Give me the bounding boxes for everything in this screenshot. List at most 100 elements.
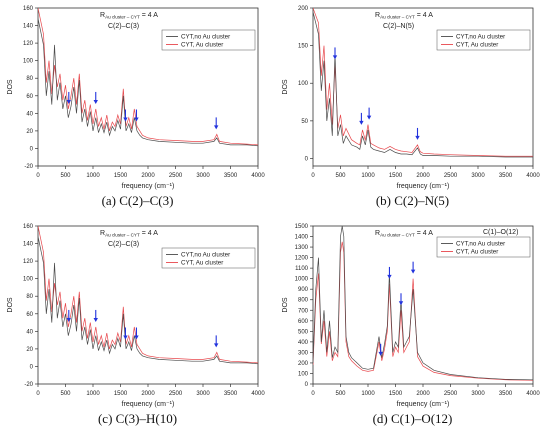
caption-c: (c) C(3)–H(10)	[97, 411, 178, 426]
series-line-no-au	[38, 18, 258, 147]
r-symbol: R	[375, 12, 380, 19]
x-axis-label: frequency (cm⁻¹)	[397, 401, 450, 408]
legend-label-au: CYT, Au cluster	[456, 42, 498, 49]
peak-arrow	[134, 327, 139, 340]
x-tick-label: 1500	[114, 173, 128, 179]
series-line-au	[313, 8, 533, 157]
y-tick-label: 1300	[295, 245, 309, 251]
r-subscript: Au cluster – CYT	[380, 233, 415, 238]
peak-arrow	[359, 112, 364, 125]
legend-label-no-au: CYT,no Au cluster	[456, 241, 505, 248]
y-tick-label: 100	[298, 81, 309, 87]
peak-arrow	[366, 107, 372, 120]
peak-arrow	[123, 109, 128, 122]
y-tick-label: 140	[23, 242, 34, 248]
legend-box	[161, 247, 256, 269]
x-tick-label: 500	[60, 173, 71, 179]
bond-label: C(2)–N(5)	[383, 23, 414, 30]
series-line-no-au	[313, 226, 533, 381]
y-tick-label: 140	[23, 24, 34, 30]
y-tick-label: 150	[298, 44, 309, 50]
x-tick-label: 3000	[196, 173, 210, 179]
legend-label-no-au: CYT,no Au cluster	[456, 34, 505, 41]
r-value: = 4 A	[140, 230, 158, 237]
x-tick-label: 3500	[224, 173, 238, 179]
r-value: = 4 A	[415, 230, 433, 237]
peak-arrow	[415, 127, 420, 140]
x-tick-label: 4000	[251, 391, 265, 397]
peak-arrow	[66, 309, 71, 322]
y-axis-label: DOS	[282, 79, 289, 95]
panel-c: 0 500 1000 1500 2000 2500 3000 3500 4000 -20 0 20 40…	[0, 218, 275, 436]
y-tick-label: 1000	[295, 277, 309, 283]
y-axis-label: DOS	[7, 297, 14, 313]
r-symbol: R	[100, 230, 105, 237]
y-tick-label: 20	[26, 347, 33, 353]
x-tick-label: 1500	[114, 391, 128, 397]
bond-label: C(1)–O(12)	[483, 229, 518, 236]
peak-arrow	[214, 335, 219, 348]
x-tick-label: 2000	[416, 391, 430, 397]
y-tick-label: 1400	[295, 235, 309, 241]
x-tick-label: 3000	[471, 391, 485, 397]
x-tick-label: 500	[60, 391, 71, 397]
x-tick-label: 0	[311, 173, 315, 179]
peak-arrow	[410, 261, 416, 274]
r-value: = 4 A	[140, 12, 158, 19]
y-tick-label: 1200	[295, 256, 309, 262]
x-tick-label: 3500	[499, 391, 513, 397]
x-tick-label: 3500	[224, 391, 238, 397]
y-tick-label: 600	[298, 319, 309, 325]
x-tick-label: 2000	[416, 173, 430, 179]
r-value: = 4 A	[415, 12, 433, 19]
chart-d: 0 500 1000 1500 2000 2500 3000 3500 4000 0 100 200 3…	[282, 224, 540, 408]
peak-arrow	[398, 293, 404, 306]
y-tick-label: 40	[26, 329, 33, 335]
peak-arrow	[332, 47, 338, 60]
peak-arrow	[134, 109, 139, 122]
x-tick-label: 2500	[169, 173, 183, 179]
y-tick-label: 60	[26, 312, 33, 318]
legend-label-no-au: CYT,no Au cluster	[181, 252, 230, 259]
y-tick-label: 50	[301, 119, 308, 125]
panel-b: 0 500 1000 1500 2000 2500 3000 3500 4000 0 50 100 15…	[275, 0, 550, 218]
series-line-no-au	[38, 236, 258, 365]
r-subscript: Au cluster – CYT	[105, 233, 140, 238]
y-tick-label: 300	[298, 350, 309, 356]
y-tick-label: 120	[23, 259, 34, 265]
x-tick-label: 1500	[389, 173, 403, 179]
legend-box	[161, 29, 256, 51]
x-tick-label: 500	[335, 391, 346, 397]
x-tick-label: 1000	[361, 173, 375, 179]
y-tick-label: -20	[24, 382, 33, 388]
x-tick-label: 3500	[499, 173, 513, 179]
caption-a: (a) C(2)–C(3)	[101, 193, 174, 208]
x-tick-label: 1500	[389, 391, 403, 397]
r-annotation: RAu cluster – CYT = 4 A	[375, 12, 433, 20]
bond-label: C(2)–C(3)	[108, 23, 139, 30]
y-tick-label: 900	[298, 287, 309, 293]
chart-b: 0 500 1000 1500 2000 2500 3000 3500 4000 0 50 100 15…	[282, 6, 540, 190]
r-subscript: Au cluster – CYT	[380, 15, 415, 20]
peak-arrow	[214, 117, 219, 130]
legend-box	[436, 236, 531, 258]
x-tick-label: 2000	[141, 173, 155, 179]
x-tick-label: 1000	[86, 173, 100, 179]
y-tick-label: 100	[23, 277, 34, 283]
x-tick-label: 2500	[444, 391, 458, 397]
x-tick-label: 1000	[86, 391, 100, 397]
x-tick-label: 0	[36, 391, 40, 397]
peak-arrow	[387, 266, 392, 279]
y-tick-label: 0	[30, 146, 34, 152]
y-tick-label: 80	[26, 76, 33, 82]
x-tick-label: 2500	[444, 173, 458, 179]
caption-b: (b) C(2)–N(5)	[375, 193, 450, 208]
series-line-au	[38, 8, 258, 146]
r-annotation: RAu cluster – CYT = 4 A	[100, 12, 158, 20]
x-tick-label: 0	[311, 391, 315, 397]
x-tick-label: 4000	[526, 391, 540, 397]
peak-arrow	[66, 91, 71, 104]
x-tick-label: 2000	[141, 391, 155, 397]
y-tick-label: -20	[24, 164, 33, 170]
x-tick-label: 3000	[196, 391, 210, 397]
